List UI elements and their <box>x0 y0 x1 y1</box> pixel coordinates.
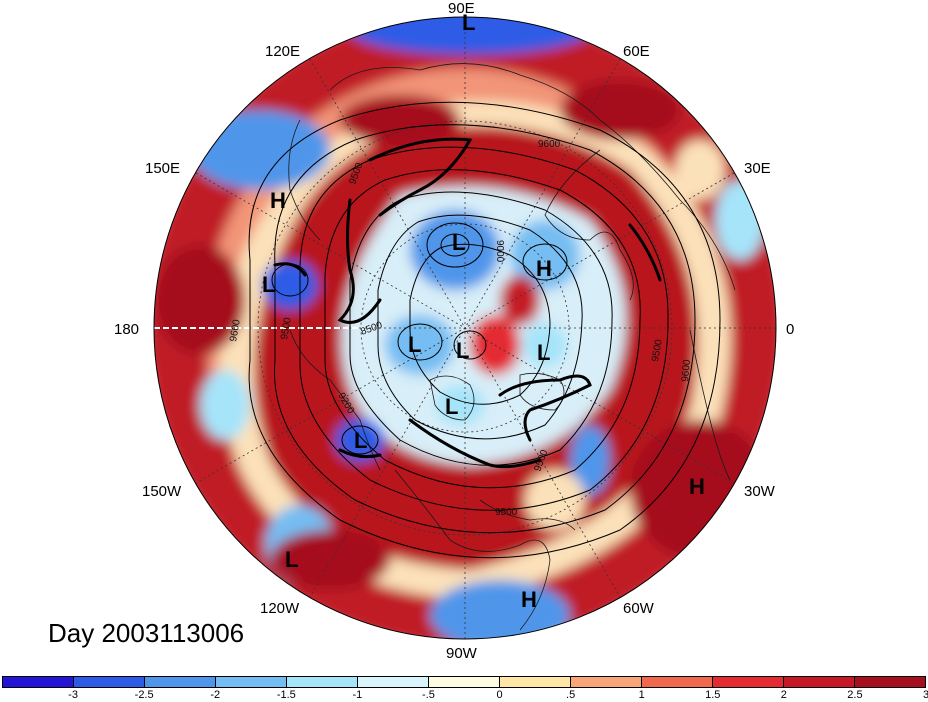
low-center-marker: L <box>537 340 550 365</box>
contour-label: 9500 <box>495 507 518 518</box>
low-center-marker: L <box>354 428 367 453</box>
colorbar-swatch <box>571 677 642 687</box>
lon-label-60w: 60W <box>623 600 655 617</box>
lon-label-180: 180 <box>114 321 139 338</box>
colorbar-swatch <box>642 677 713 687</box>
low-center-marker: L <box>456 338 469 363</box>
coastlines <box>288 63 736 631</box>
colorbar-tick-label: 0 <box>496 689 503 701</box>
contour-label: 9600 <box>228 318 243 342</box>
colorbar-tick-label: .5 <box>566 689 576 701</box>
low-center-marker: L <box>452 230 465 255</box>
low-center-marker: L <box>285 547 298 572</box>
colorbar-swatch <box>784 677 855 687</box>
colorbar-swatch <box>713 677 784 687</box>
colorbar-tick-label: -.5 <box>422 689 435 701</box>
contour-label: 9500 <box>279 316 294 340</box>
contour-label: 9600 <box>538 139 561 150</box>
low-center-marker: L <box>408 332 421 357</box>
colorbar-tick-label: -2 <box>210 689 221 701</box>
colorbar-tick-label: -1.5 <box>276 689 296 701</box>
jet-contours <box>273 137 662 469</box>
pressure-centers: L H L L H L L L L L H L H <box>262 10 705 612</box>
colorbar-swatch <box>145 677 216 687</box>
lon-label-150e: 150E <box>145 160 180 177</box>
lon-label-30w: 30W <box>744 483 776 500</box>
low-center-marker: L <box>445 394 458 419</box>
contour-label: 9500 <box>650 338 665 362</box>
contour-label: 9600 <box>680 359 693 383</box>
colorbar-tick-label: -2.5 <box>134 689 154 701</box>
colorbar-tick-label: 1 <box>638 689 645 701</box>
colorbar-swatch <box>3 677 74 687</box>
lon-label-90e: 90E <box>448 0 475 17</box>
colorbar-swatch <box>429 677 500 687</box>
lon-label-150w: 150W <box>142 483 182 500</box>
contour-label: 9000 <box>494 240 505 263</box>
colorbar-swatch <box>216 677 287 687</box>
contour-labels: 9600 9000 9500 8500 9200 9500 9600 9500 … <box>228 139 693 518</box>
colorbar-tick-label: 3 <box>922 689 928 701</box>
colorbar-tick-label: -1 <box>352 689 363 701</box>
lon-label-90w: 90W <box>446 645 478 662</box>
day-label: Day 2003113006 <box>48 618 245 648</box>
longitude-labels: 90E 120E 60E 150E 30E 180 0 150W 30W 120… <box>114 0 794 662</box>
high-center-marker: H <box>521 587 537 612</box>
lon-label-60e: 60E <box>623 43 650 60</box>
low-center-marker: L <box>262 272 275 297</box>
colorbar-tick-label: 2 <box>780 689 787 701</box>
colorbar <box>2 676 926 688</box>
colorbar-swatch <box>358 677 429 687</box>
colorbar-tick-label: 2.5 <box>847 689 863 701</box>
colorbar-swatch <box>855 677 925 687</box>
map-boundary <box>153 16 777 640</box>
lon-label-120e: 120E <box>265 43 300 60</box>
colorbar-tick-label: -3 <box>68 689 78 701</box>
low-center-marker: L <box>462 10 475 35</box>
lon-label-30e: 30E <box>744 160 771 177</box>
colorbar-tick-label: 1.5 <box>705 689 721 701</box>
lon-label-0: 0 <box>786 321 794 338</box>
high-center-marker: H <box>270 188 286 213</box>
high-center-marker: H <box>536 256 552 281</box>
colorbar-swatch <box>500 677 571 687</box>
colorbar-swatch <box>287 677 358 687</box>
lon-label-120w: 120W <box>260 600 300 617</box>
colorbar-swatch <box>74 677 145 687</box>
high-center-marker: H <box>689 474 705 499</box>
